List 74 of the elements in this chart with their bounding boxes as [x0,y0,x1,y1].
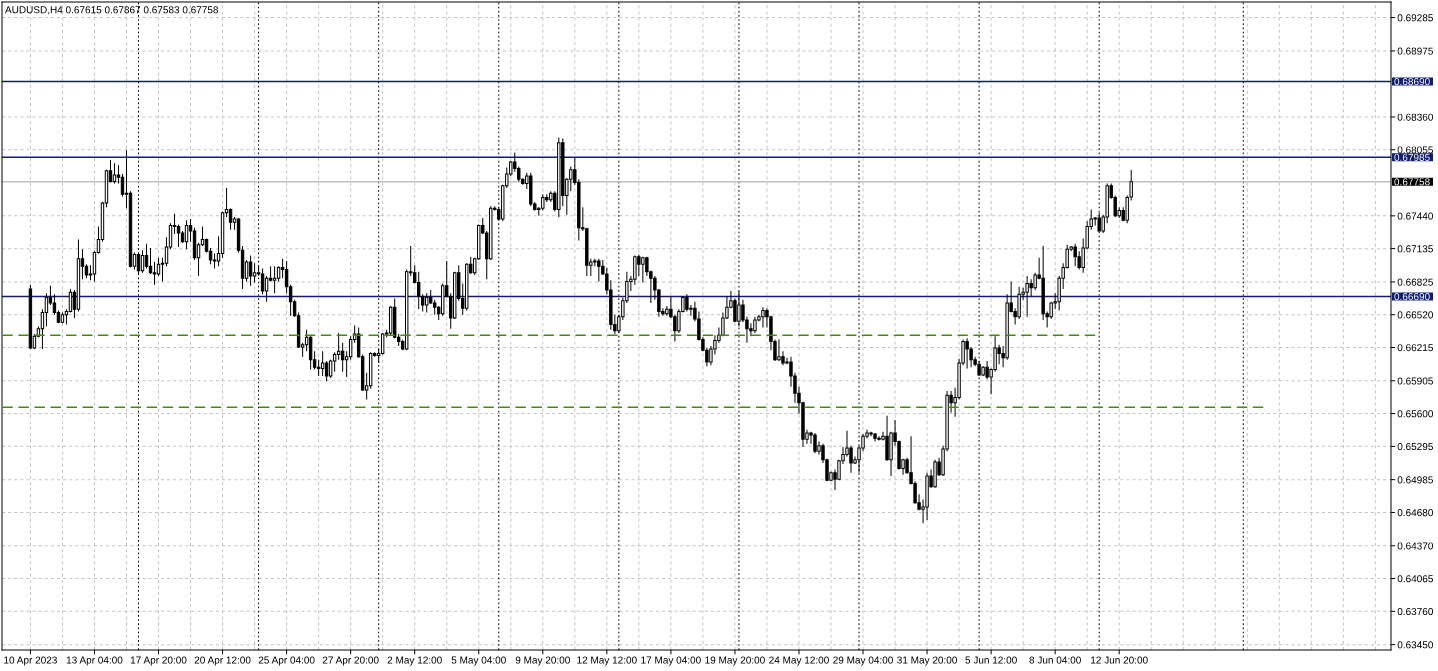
x-tick-label: 19 May 20:00 [705,656,765,666]
x-tick-label: 17 May 04:00 [641,656,701,666]
y-tick-label: 0.65600 [1397,410,1434,418]
x-tick-label: 10 Apr 2023 [4,656,57,666]
x-tick-label: 12 May 12:00 [577,656,637,666]
y-tick-label: 0.66825 [1397,278,1433,286]
candlestick [112,162,117,185]
candlestick [1025,275,1029,318]
x-tick-label: 8 Jun 04:00 [1029,656,1081,664]
candlestick [260,268,265,295]
candlestick [248,255,253,287]
candlestick [68,288,73,314]
candlestick [965,337,969,369]
y-tick-label: 0.65905 [1397,377,1433,385]
candlestick [336,332,341,361]
y-tick-label: 0.68055 [1397,146,1433,154]
x-tick-label: 27 Apr 20:00 [322,656,379,666]
y-tick-label: 0.63760 [1397,607,1434,616]
chart-title: AUDUSD,H4 0.67615 0.67867 0.67583 0.67758 [5,6,219,15]
candlestick [1073,243,1077,267]
candlestick [665,305,669,317]
x-tick-label: 20 Apr 12:00 [194,656,251,666]
candlestick [144,243,149,270]
x-tick-label: 5 Jun 12:00 [965,656,1017,664]
y-tick-label: 0.65295 [1397,443,1433,451]
candlestick [176,223,181,248]
candlestick [597,258,601,282]
x-tick-label: 24 May 12:00 [769,656,829,666]
candlestick [777,338,781,362]
x-tick-label: 31 May 20:00 [897,656,957,666]
x-tick-label: 25 Apr 04:00 [258,656,315,666]
candlestick [308,335,313,371]
candlestick [761,306,765,329]
candlestick [425,292,429,314]
x-tick-label: 29 May 04:00 [833,656,893,666]
candlestick [813,432,817,454]
candlestick [1029,278,1033,297]
y-tick-label: 0.66215 [1397,344,1433,352]
y-tick-label: 0.63450 [1397,641,1434,649]
x-tick-label: 9 May 20:00 [515,656,570,666]
y-tick-label: 0.68360 [1397,113,1434,121]
y-tick-label: 0.66520 [1397,311,1434,319]
x-tick-label: 12 Jun 20:00 [1091,656,1148,664]
candlestick [637,254,641,277]
candlestick [152,261,157,286]
y-tick-label: 0.68975 [1397,47,1433,55]
y-tick-label: 0.67440 [1397,212,1434,220]
x-tick-label: 17 Apr 20:00 [130,656,187,666]
y-tick-label: 0.69285 [1397,14,1433,22]
x-tick-label: 5 May 04:00 [451,656,506,666]
candlestick [156,257,161,277]
ref-line-label: 0.67758 [1394,178,1430,186]
candlestick [340,342,345,373]
y-tick-label: 0.64065 [1397,575,1433,583]
candlestick [252,262,257,283]
y-tick-label: 0.67135 [1397,245,1433,253]
candlestick [877,435,881,441]
candlestick [264,275,269,303]
ref-line-label: 0.66690 [1394,293,1430,301]
candlestick [332,351,337,373]
candlestick [417,271,421,310]
candlestick [324,360,329,382]
candlestick [228,207,233,231]
y-tick-label: 0.64680 [1397,509,1434,517]
ref-line-label: 0.67985 [1394,153,1430,161]
candlestick [641,256,645,283]
x-tick-label: 2 May 12:00 [387,656,442,666]
x-tick-label: 13 Apr 04:00 [66,656,123,666]
y-tick-label: 0.64370 [1397,542,1434,550]
candlestick [569,165,573,192]
candlestick [885,415,889,462]
ref-line-label: 0.68690 [1394,78,1430,86]
candlestick [1017,286,1021,320]
y-tick-label: 0.64985 [1397,476,1433,484]
